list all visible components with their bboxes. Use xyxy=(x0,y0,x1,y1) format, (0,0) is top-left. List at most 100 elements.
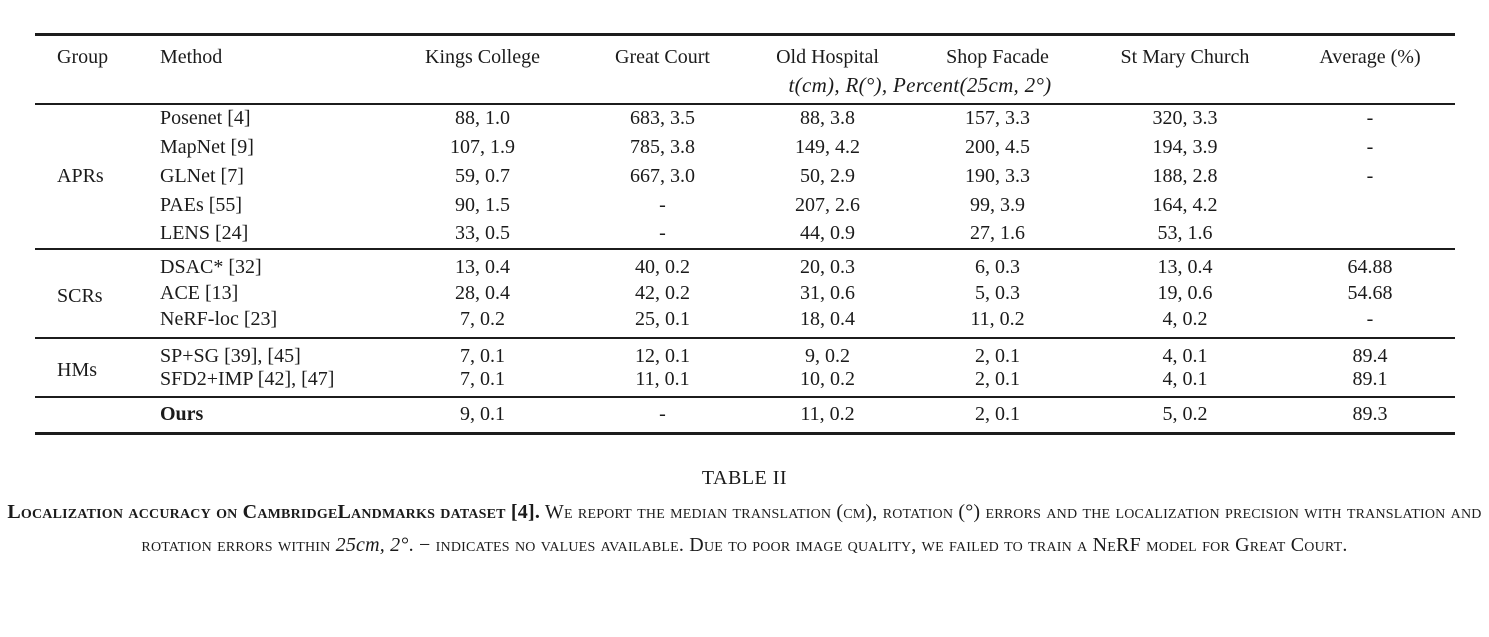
value-cell: 5, 0.3 xyxy=(975,281,1020,304)
caption-bold-lead: Localization accuracy on CambridgeLandma… xyxy=(7,501,541,523)
value-cell: 25, 0.1 xyxy=(635,307,690,330)
value-cell: 64.88 xyxy=(1347,255,1393,278)
value-cell: 89.1 xyxy=(1352,367,1388,390)
value-cell: 50, 2.9 xyxy=(800,164,855,187)
value-cell: 11, 0.1 xyxy=(635,367,690,390)
value-cell: 190, 3.3 xyxy=(965,164,1030,187)
value-cell: - xyxy=(1366,307,1374,330)
value-cell: - xyxy=(1366,135,1374,158)
value-cell: 27, 1.6 xyxy=(970,222,1025,244)
value-cell: 2, 0.1 xyxy=(975,403,1020,426)
value-cell: 11, 0.2 xyxy=(970,307,1025,330)
table-row: ACE [13] 28, 0.4 42, 0.2 31, 0.6 5, 0.3 … xyxy=(35,279,1455,308)
value-cell: 13, 0.4 xyxy=(1157,255,1213,278)
value-cell: 10, 0.2 xyxy=(800,367,855,390)
value-cell: 19, 0.6 xyxy=(1157,281,1213,304)
value-cell: 9, 0.2 xyxy=(805,344,850,367)
value-cell xyxy=(1285,220,1455,249)
col-header-group: Group xyxy=(57,45,109,68)
value-cell: 207, 2.6 xyxy=(795,193,860,216)
value-cell: 149, 4.2 xyxy=(795,135,860,158)
value-cell: 200, 4.5 xyxy=(965,135,1030,158)
value-cell: 89.3 xyxy=(1352,403,1388,426)
value-cell: 320, 3.3 xyxy=(1152,107,1218,129)
table-row: LENS [24] 33, 0.5 - 44, 0.9 27, 1.6 53, … xyxy=(35,220,1455,249)
method-cell: MapNet [9] xyxy=(160,135,254,158)
table-number-label: TABLE II xyxy=(701,467,788,489)
caption-body-1: We report the median translation (cm), r… xyxy=(141,501,1482,556)
col-header-shop-facade: Shop Facade xyxy=(946,45,1049,68)
value-cell: 5, 0.2 xyxy=(1162,403,1208,426)
value-cell: 667, 3.0 xyxy=(630,164,695,187)
table-row: SCRs DSAC* [32] 13, 0.4 40, 0.2 20, 0.3 … xyxy=(35,249,1455,307)
value-cell: 54.68 xyxy=(1347,281,1393,304)
value-cell: 44, 0.9 xyxy=(800,222,855,244)
table-row: MapNet [9] 107, 1.9 785, 3.8 149, 4.2 20… xyxy=(35,133,1455,162)
group-label: HMs xyxy=(57,358,98,381)
value-cell: - xyxy=(659,403,666,426)
value-cell: 28, 0.4 xyxy=(455,281,510,304)
table-caption: Localization accuracy on CambridgeLandma… xyxy=(0,496,1489,562)
value-cell: 2, 0.1 xyxy=(975,367,1020,390)
value-cell: 4, 0.2 xyxy=(1162,307,1208,330)
value-cell: 53, 1.6 xyxy=(1157,222,1213,244)
section-aprs: APRs Posenet [4] 88, 1.0 683, 3.5 88, 3.… xyxy=(35,104,1455,249)
group-label xyxy=(35,397,130,434)
col-header-old-hospital: Old Hospital xyxy=(776,45,879,68)
value-cell: 20, 0.3 xyxy=(800,255,855,278)
value-cell xyxy=(1285,191,1455,220)
table-row: APRs Posenet [4] 88, 1.0 683, 3.5 88, 3.… xyxy=(35,104,1455,187)
value-cell: 88, 1.0 xyxy=(455,107,510,129)
value-cell: 89.4 xyxy=(1352,344,1388,367)
value-cell: 12, 0.1 xyxy=(635,344,690,367)
table-header: Group Method Kings College Great Court O… xyxy=(35,35,1455,104)
method-cell: Ours xyxy=(160,403,204,426)
section-hms: HMs SP+SG [39], [45] 7, 0.1 12, 0.1 9, 0… xyxy=(35,337,1455,397)
table-row: Ours 9, 0.1 - 11, 0.2 2, 0.1 5, 0.2 89.3 xyxy=(35,397,1455,434)
table-row: PAEs [55] 90, 1.5 - 207, 2.6 99, 3.9 164… xyxy=(35,191,1455,220)
value-cell: - xyxy=(659,222,666,244)
value-cell: 4, 0.1 xyxy=(1162,367,1208,390)
table-row: SFD2+IMP [42], [47] 7, 0.1 11, 0.1 10, 0… xyxy=(35,368,1455,397)
value-cell: 13, 0.4 xyxy=(455,255,510,278)
caption-body-2: . − indicates no values available. Due t… xyxy=(408,534,1348,556)
caption-math-term: 25cm, 2° xyxy=(335,534,409,556)
table-row: NeRF-loc [23] 7, 0.2 25, 0.1 18, 0.4 11,… xyxy=(35,308,1455,338)
value-cell: 59, 0.7 xyxy=(455,164,510,187)
value-cell: 6, 0.3 xyxy=(975,255,1020,278)
value-cell: 40, 0.2 xyxy=(635,255,690,278)
value-cell: 99, 3.9 xyxy=(970,193,1025,216)
col-header-great-court: Great Court xyxy=(615,45,710,68)
col-header-kings-college: Kings College xyxy=(425,45,540,68)
group-label: APRs xyxy=(57,164,104,187)
method-cell: ACE [13] xyxy=(160,281,239,304)
value-cell: 11, 0.2 xyxy=(800,403,855,426)
method-cell: LENS [24] xyxy=(160,222,249,244)
table-row: GLNet [7] 59, 0.7 667, 3.0 50, 2.9 190, … xyxy=(35,162,1455,191)
value-cell: 157, 3.3 xyxy=(965,107,1030,129)
method-cell: GLNet [7] xyxy=(160,164,244,187)
value-cell: 107, 1.9 xyxy=(450,135,515,158)
value-cell: 42, 0.2 xyxy=(635,281,690,304)
value-cell: 164, 4.2 xyxy=(1152,193,1218,216)
value-cell: 9, 0.1 xyxy=(460,403,505,426)
results-table: Group Method Kings College Great Court O… xyxy=(35,33,1455,435)
value-cell: 785, 3.8 xyxy=(630,135,695,158)
value-cell: 4, 0.1 xyxy=(1162,344,1208,367)
value-cell: - xyxy=(1366,164,1374,187)
group-label: SCRs xyxy=(57,284,103,307)
header-row: Group Method Kings College Great Court O… xyxy=(35,35,1455,69)
value-cell: 7, 0.1 xyxy=(460,344,505,367)
section-ours: Ours 9, 0.1 - 11, 0.2 2, 0.1 5, 0.2 89.3 xyxy=(35,396,1455,434)
method-cell: Posenet [4] xyxy=(160,107,251,129)
value-cell: 33, 0.5 xyxy=(455,222,510,244)
value-cell: 194, 3.9 xyxy=(1152,135,1218,158)
col-header-average: Average (%) xyxy=(1319,45,1421,68)
value-cell: - xyxy=(659,193,666,216)
method-cell: NeRF-loc [23] xyxy=(160,307,278,330)
units-note: t(cm), R(°), Percent(25cm, 2°) xyxy=(788,73,1052,97)
method-cell: DSAC* [32] xyxy=(160,255,262,278)
method-cell: SFD2+IMP [42], [47] xyxy=(160,367,335,390)
method-cell: PAEs [55] xyxy=(160,193,243,216)
